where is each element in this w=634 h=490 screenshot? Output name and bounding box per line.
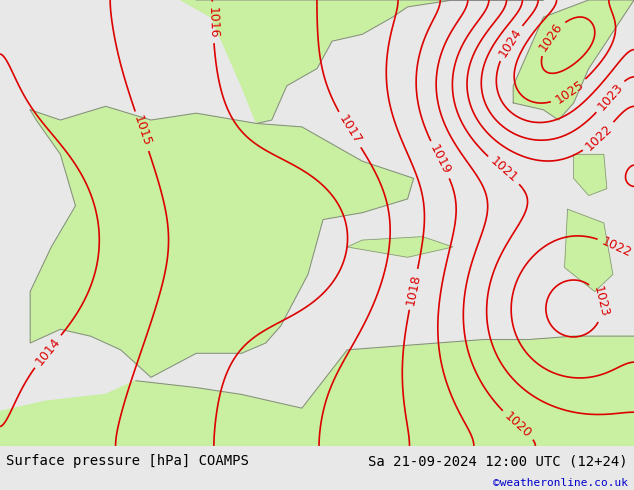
Text: 1019: 1019 <box>427 143 453 177</box>
Text: 1021: 1021 <box>488 155 520 186</box>
Text: Surface pressure [hPa] COAMPS: Surface pressure [hPa] COAMPS <box>6 454 249 468</box>
Text: 1023: 1023 <box>595 80 626 113</box>
Text: 1024: 1024 <box>496 26 524 59</box>
Text: 1014: 1014 <box>33 335 63 368</box>
Polygon shape <box>564 209 613 292</box>
Text: 1023: 1023 <box>590 285 611 318</box>
Text: ©weatheronline.co.uk: ©weatheronline.co.uk <box>493 478 628 489</box>
Text: 1022: 1022 <box>583 122 615 153</box>
Text: 1018: 1018 <box>404 272 423 306</box>
Polygon shape <box>30 106 413 377</box>
Text: 1016: 1016 <box>205 6 220 38</box>
Text: 1020: 1020 <box>502 410 534 441</box>
Text: 1026: 1026 <box>536 21 565 54</box>
Text: 1015: 1015 <box>131 114 153 148</box>
Polygon shape <box>574 154 607 196</box>
Polygon shape <box>0 336 634 446</box>
Text: 1017: 1017 <box>336 113 363 147</box>
Polygon shape <box>347 237 453 257</box>
Text: Sa 21-09-2024 12:00 UTC (12+24): Sa 21-09-2024 12:00 UTC (12+24) <box>368 454 628 468</box>
Polygon shape <box>514 0 634 120</box>
Text: 1022: 1022 <box>599 235 633 260</box>
Polygon shape <box>181 0 543 123</box>
Text: 1025: 1025 <box>553 78 586 107</box>
